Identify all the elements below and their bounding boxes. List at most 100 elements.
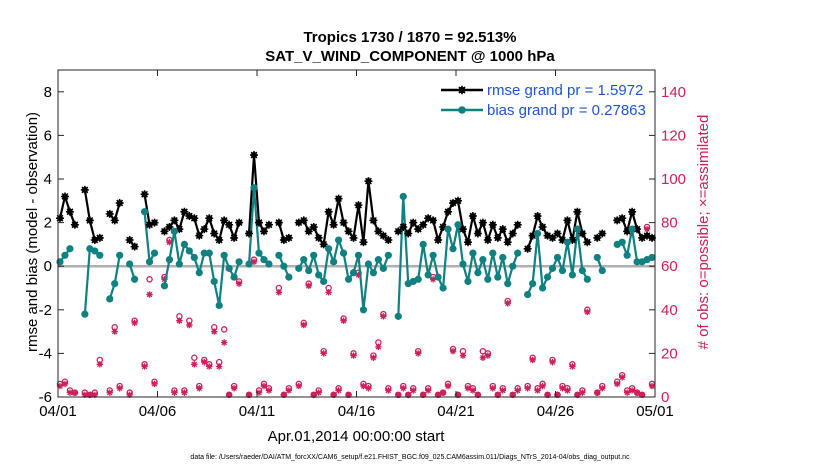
obs-assimilated-point-10 bbox=[116, 385, 123, 392]
axis-ticks bbox=[57, 70, 656, 398]
rmse-point-9-19 bbox=[488, 220, 497, 229]
x-tick-label-1: 04/06 bbox=[139, 403, 177, 420]
bias-point-9-7 bbox=[429, 251, 437, 259]
obs-assimilated-point-15 bbox=[151, 380, 158, 388]
obs-assimilated-point-1 bbox=[61, 380, 69, 388]
obs-assimilated-point-3 bbox=[71, 389, 79, 396]
bias-point-8-13 bbox=[359, 306, 368, 314]
bias-point-6-0 bbox=[245, 260, 253, 268]
rmse-point-8-1 bbox=[299, 216, 308, 225]
rmse-point-6-3 bbox=[259, 227, 268, 236]
bias-point-9-0 bbox=[394, 312, 402, 320]
bias-point-9-17 bbox=[479, 256, 487, 264]
y-right-axis-label: # of obs: o=possible; ×=assimilated bbox=[695, 115, 712, 350]
bias-point-0-1 bbox=[61, 251, 69, 259]
bias-point-5-11 bbox=[215, 301, 223, 310]
rmse-point-10-11 bbox=[578, 229, 587, 238]
bias-point-4-2 bbox=[150, 249, 159, 257]
obs-assimilated-point-8 bbox=[106, 389, 113, 396]
obs-assimilated-point-56 bbox=[375, 343, 382, 351]
y-right-tick-label-7: 140 bbox=[661, 84, 686, 101]
rmse-point-5-13 bbox=[225, 220, 234, 229]
obs-assimilated-point-4 bbox=[81, 391, 89, 399]
obs-assimilated-point-96 bbox=[584, 308, 591, 316]
obs-assimilated-point-77 bbox=[484, 352, 492, 359]
rmse-point-9-12 bbox=[453, 196, 462, 205]
bias-point-12-1 bbox=[618, 238, 626, 246]
bias-point-1-3 bbox=[96, 251, 104, 259]
rmse-point-11-1 bbox=[598, 229, 607, 238]
obs-assimilated-point-62 bbox=[410, 387, 417, 394]
obs-assimilated-point-19 bbox=[176, 317, 183, 324]
bias-point-5-0 bbox=[160, 282, 169, 290]
bias-point-8-15 bbox=[369, 269, 378, 277]
bias-point-2-2 bbox=[116, 251, 124, 259]
obs-assimilated-point-44 bbox=[315, 389, 322, 396]
bias-point-10-10 bbox=[573, 225, 581, 233]
obs-assimilated-point-79 bbox=[494, 391, 501, 399]
y-left-tick-label-0: -6 bbox=[39, 389, 52, 406]
rmse-point-8-3 bbox=[309, 222, 318, 231]
bias-point-0-0 bbox=[56, 258, 64, 266]
bias-point-9-20 bbox=[494, 273, 502, 281]
rmse-point-5-15 bbox=[235, 218, 244, 227]
bias-point-10-9 bbox=[568, 271, 577, 279]
bias-point-5-7 bbox=[195, 269, 203, 277]
y-left-axis-label: rmse and bias (model - observation) bbox=[24, 112, 41, 352]
bias-point-8-3 bbox=[310, 251, 318, 259]
obs-assimilated-point-81 bbox=[504, 300, 511, 307]
rmse-point-10-0 bbox=[523, 244, 532, 253]
obs-assimilated-point-35 bbox=[260, 382, 268, 390]
bias-point-9-5 bbox=[419, 240, 427, 248]
obs-assimilated-point-102 bbox=[628, 387, 636, 394]
bias-point-9-1 bbox=[399, 192, 407, 201]
x-tick-label-3: 04/16 bbox=[338, 403, 376, 420]
obs-assimilated-point-45 bbox=[320, 350, 327, 357]
rmse-line-segment-0 bbox=[58, 195, 76, 226]
obs-assimilated-point-90 bbox=[554, 391, 561, 399]
bias-point-9-4 bbox=[414, 275, 422, 283]
obs-assimilated-point-82 bbox=[509, 391, 516, 399]
bias-point-6-2 bbox=[255, 249, 263, 257]
y-right-tick-label-6: 120 bbox=[661, 127, 686, 144]
obs-assimilated-point-31 bbox=[235, 280, 243, 287]
rmse-point-4-2 bbox=[150, 218, 159, 227]
legend-rmse-marker bbox=[457, 85, 467, 95]
rmse-point-12-3 bbox=[628, 207, 637, 216]
obs-assimilated-point-46 bbox=[325, 289, 332, 296]
rmse-point-8-12 bbox=[354, 201, 363, 210]
rmse-point-9-2 bbox=[404, 229, 413, 238]
obs-assimilated-point-21 bbox=[186, 321, 193, 329]
bias-point-6-1 bbox=[250, 184, 258, 192]
bias-point-8-12 bbox=[354, 251, 363, 259]
rmse-point-9-14 bbox=[463, 238, 472, 247]
bias-point-5-8 bbox=[200, 249, 208, 257]
rmse-point-8-7 bbox=[329, 220, 338, 229]
obs-assimilated-point-88 bbox=[544, 391, 551, 399]
obs-assimilated-point-53 bbox=[360, 382, 367, 390]
rmse-point-0-2 bbox=[65, 207, 74, 216]
obs-assimilated-point-14 bbox=[146, 291, 153, 298]
rmse-point-3-0 bbox=[125, 236, 134, 245]
bias-point-4-1 bbox=[145, 258, 154, 266]
obs-assimilated-point-40 bbox=[295, 382, 302, 390]
rmse-point-12-4 bbox=[633, 225, 642, 234]
y-right-tick-label-3: 60 bbox=[661, 258, 678, 275]
bias-point-0-2 bbox=[66, 245, 74, 253]
rmse-point-10-6 bbox=[553, 229, 562, 238]
bias-point-9-19 bbox=[489, 249, 497, 257]
obs-assimilated-point-49 bbox=[340, 317, 347, 324]
bias-point-10-11 bbox=[578, 266, 586, 275]
obs-assimilated-point-99 bbox=[613, 380, 621, 388]
rmse-point-8-15 bbox=[369, 216, 378, 225]
rmse-point-8-4 bbox=[314, 233, 323, 242]
rmse-point-10-5 bbox=[548, 233, 557, 242]
rmse-point-9-3 bbox=[409, 218, 418, 227]
bias-point-2-0 bbox=[106, 295, 114, 303]
y-left-tick-label-1: -4 bbox=[39, 345, 52, 362]
legend-bias-marker bbox=[458, 106, 466, 114]
rmse-point-9-17 bbox=[478, 218, 487, 227]
obs-assimilated-point-26 bbox=[211, 328, 218, 335]
series-markers bbox=[55, 151, 657, 320]
